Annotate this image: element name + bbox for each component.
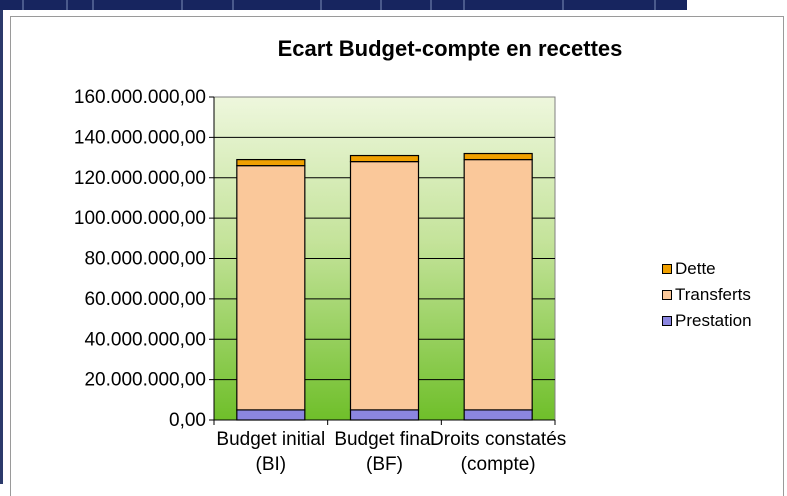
bar-segment-transferts bbox=[463, 158, 533, 411]
strip-divider bbox=[562, 0, 564, 10]
chart-title: Ecart Budget-compte en recettes bbox=[277, 36, 623, 61]
chart-legend: Dette Transferts Prestation bbox=[662, 256, 782, 334]
strip-divider bbox=[232, 0, 234, 10]
legend-item-dette: Dette bbox=[662, 256, 782, 282]
y-tick-label: 20.000.000,00 bbox=[84, 370, 206, 391]
strip-divider bbox=[380, 0, 382, 10]
bar-segment-transferts bbox=[236, 165, 306, 411]
legend-label-prestation: Prestation bbox=[675, 311, 752, 330]
bar-segment-dette bbox=[236, 158, 306, 167]
strip-divider bbox=[181, 0, 183, 10]
window-top-strip bbox=[0, 0, 687, 10]
x-tick-label: (BF) bbox=[366, 454, 403, 475]
bar-segment-transferts bbox=[349, 161, 420, 411]
x-tick-label: (BI) bbox=[256, 454, 287, 475]
y-tick-label: 140.000.000,00 bbox=[74, 127, 206, 148]
chart-plot: 0,00 20.000.000,00 40.000.000,00 60.000.000… bbox=[74, 87, 566, 475]
y-tick-label: 160.000.000,00 bbox=[74, 87, 206, 108]
strip-divider bbox=[66, 0, 68, 10]
legend-label-dette: Dette bbox=[675, 259, 716, 278]
bar-segment-dette bbox=[349, 154, 420, 163]
x-tick-label: Droits constatés bbox=[430, 429, 566, 450]
window-left-edge bbox=[0, 10, 3, 484]
y-tick-label: 80.000.000,00 bbox=[84, 249, 206, 270]
y-tick-label: 40.000.000,00 bbox=[84, 329, 206, 350]
strip-divider bbox=[92, 0, 94, 10]
bar-segment-prestation bbox=[349, 409, 420, 421]
strip-divider bbox=[22, 0, 24, 10]
y-tick-label: 120.000.000,00 bbox=[74, 168, 206, 189]
x-tick-label: Budget initial bbox=[216, 429, 325, 450]
legend-item-prestation: Prestation bbox=[662, 308, 782, 334]
x-tick-label: Budget final bbox=[334, 429, 434, 450]
bar-segment-dette bbox=[463, 152, 533, 161]
y-tick-label: 60.000.000,00 bbox=[84, 289, 206, 310]
legend-item-transferts: Transferts bbox=[662, 282, 782, 308]
legend-swatch-prestation bbox=[662, 316, 672, 326]
bar-segment-prestation bbox=[236, 409, 306, 421]
legend-swatch-dette bbox=[662, 264, 672, 274]
strip-divider bbox=[430, 0, 432, 10]
legend-label-transferts: Transferts bbox=[675, 285, 751, 304]
bar-segment-prestation bbox=[463, 409, 533, 421]
strip-divider bbox=[654, 0, 656, 10]
y-tick-label: 100.000.000,00 bbox=[74, 208, 206, 229]
strip-divider bbox=[463, 0, 465, 10]
strip-divider bbox=[320, 0, 322, 10]
y-tick-label: 0,00 bbox=[169, 410, 206, 431]
chart-frame bbox=[10, 16, 784, 496]
legend-swatch-transferts bbox=[662, 290, 672, 300]
x-tick-label: (compte) bbox=[461, 454, 536, 475]
